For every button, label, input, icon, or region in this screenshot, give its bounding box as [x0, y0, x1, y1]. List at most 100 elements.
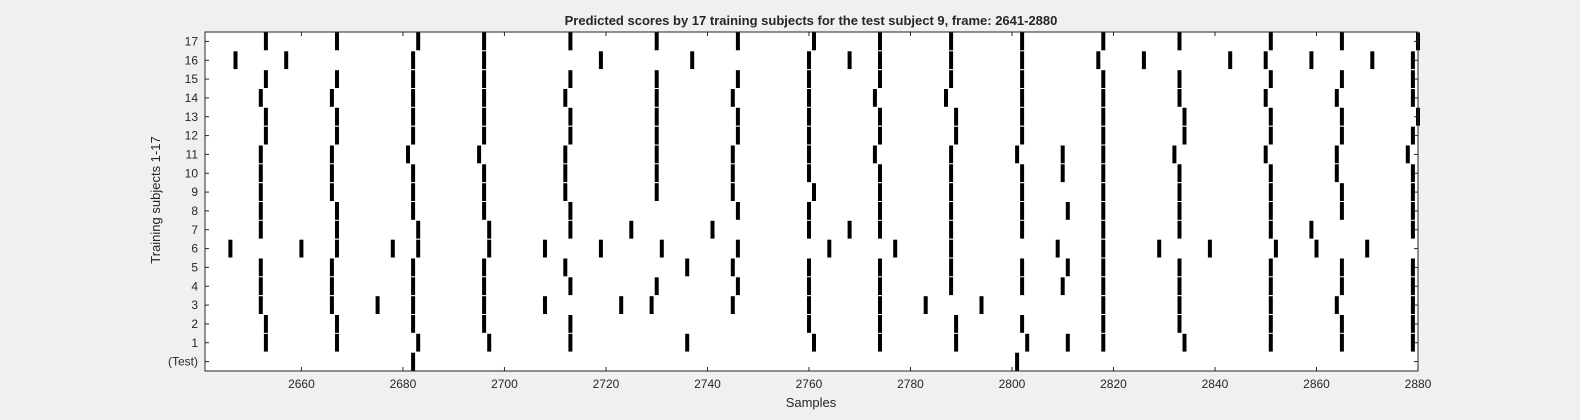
x-axis-label: Samples — [786, 395, 837, 410]
raster-mark — [1101, 315, 1106, 333]
raster-mark — [807, 202, 811, 220]
raster-mark — [568, 107, 573, 126]
raster-mark — [411, 70, 416, 88]
raster-mark — [730, 89, 735, 107]
raster-mark — [1268, 258, 1273, 277]
raster-mark — [411, 352, 416, 371]
raster-mark — [1339, 183, 1344, 201]
raster-mark — [1101, 220, 1106, 239]
raster-mark — [482, 202, 487, 220]
raster-mark — [482, 107, 487, 126]
raster-mark — [1020, 107, 1025, 126]
raster-mark — [690, 51, 695, 70]
raster-mark — [411, 277, 416, 296]
raster-mark — [1015, 145, 1020, 164]
raster-mark — [1060, 145, 1065, 164]
raster-mark — [1020, 183, 1025, 201]
x-tick-label: 2840 — [1202, 377, 1229, 391]
x-tick-label: 2820 — [1100, 377, 1127, 391]
y-tick-label: 7 — [191, 223, 198, 237]
raster-mark — [807, 220, 811, 239]
raster-mark — [812, 333, 816, 352]
raster-mark — [258, 183, 263, 201]
raster-mark — [654, 164, 659, 183]
raster-mark — [1096, 51, 1101, 70]
raster-mark — [979, 296, 984, 314]
raster-mark — [263, 333, 268, 352]
raster-mark — [878, 220, 882, 239]
raster-mark — [263, 107, 268, 126]
raster-mark — [685, 258, 690, 277]
raster-mark — [735, 32, 740, 51]
raster-mark — [807, 258, 811, 277]
x-tick-label: 2760 — [796, 377, 823, 391]
raster-mark — [1177, 315, 1182, 333]
raster-mark — [335, 32, 339, 51]
raster-mark — [263, 315, 268, 333]
chart-title: Predicted scores by 17 training subjects… — [565, 13, 1058, 28]
raster-mark — [228, 239, 233, 258]
raster-mark — [1177, 277, 1182, 296]
x-tick-label: 2700 — [491, 377, 518, 391]
y-tick-label: 8 — [191, 204, 198, 218]
y-tick-label: 14 — [185, 91, 199, 105]
y-tick-label: 6 — [191, 242, 198, 256]
raster-mark — [1334, 296, 1339, 314]
raster-mark — [1182, 126, 1187, 145]
raster-mark — [878, 315, 882, 333]
raster-mark — [411, 107, 416, 126]
raster-mark — [649, 296, 654, 314]
raster-mark — [654, 183, 659, 201]
raster-mark — [878, 107, 882, 126]
raster-mark — [258, 145, 263, 164]
raster-mark — [735, 239, 740, 258]
raster-mark — [954, 333, 959, 352]
raster-mark — [487, 333, 492, 352]
raster-mark — [482, 126, 487, 145]
raster-mark — [812, 32, 816, 51]
raster-mark — [949, 220, 954, 239]
y-tick-label: 9 — [191, 185, 198, 199]
raster-mark — [1177, 202, 1182, 220]
y-tick-label: 13 — [185, 110, 199, 124]
raster-mark — [487, 220, 492, 239]
raster-mark — [735, 277, 740, 296]
raster-mark — [1065, 202, 1070, 220]
raster-mark — [233, 51, 238, 70]
raster-mark — [1263, 145, 1268, 164]
raster-mark — [1268, 220, 1273, 239]
raster-mark — [1020, 70, 1025, 88]
raster-mark — [1268, 315, 1273, 333]
raster-mark — [1339, 32, 1344, 51]
raster-mark — [411, 258, 416, 277]
raster-mark — [878, 202, 882, 220]
raster-mark — [482, 315, 487, 333]
raster-mark — [923, 296, 928, 314]
raster-mark — [482, 89, 487, 107]
raster-mark — [878, 277, 882, 296]
raster-mark — [482, 183, 487, 201]
raster-mark — [878, 183, 882, 201]
raster-mark — [263, 126, 268, 145]
x-tick-label: 2740 — [694, 377, 721, 391]
raster-mark — [1101, 202, 1106, 220]
raster-mark — [335, 315, 339, 333]
raster-mark — [1268, 164, 1273, 183]
raster-mark — [847, 51, 852, 70]
raster-mark — [654, 145, 659, 164]
raster-mark — [1101, 258, 1106, 277]
raster-mark — [411, 296, 416, 314]
y-tick-label: 4 — [191, 279, 198, 293]
raster-mark — [730, 164, 735, 183]
raster-mark — [1177, 89, 1182, 107]
raster-mark — [654, 107, 659, 126]
raster-mark — [1060, 164, 1065, 183]
y-tick-label: 5 — [191, 260, 198, 274]
y-tick-label: 11 — [186, 147, 199, 161]
raster-mark — [482, 296, 487, 314]
raster-mark — [1410, 315, 1415, 333]
raster-mark — [1101, 89, 1106, 107]
raster-mark — [949, 70, 954, 88]
